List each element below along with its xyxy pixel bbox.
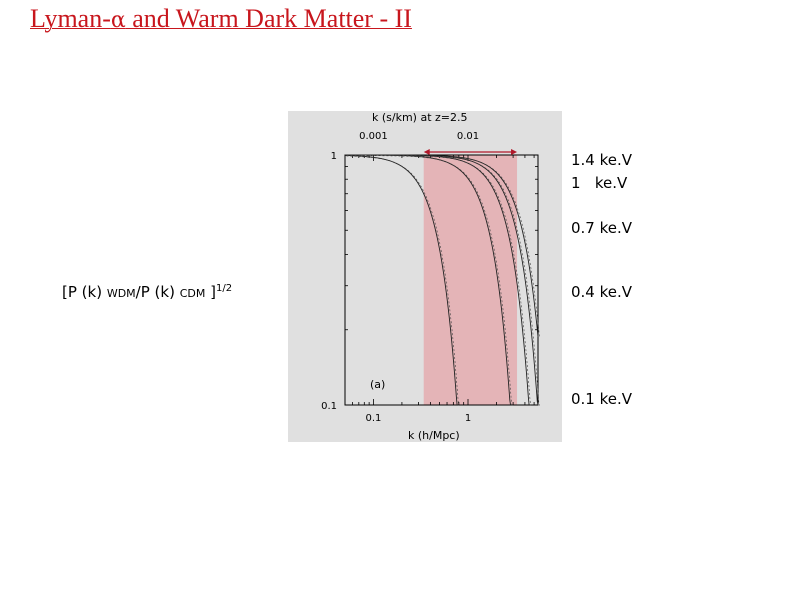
ylab-exponent: 1/2	[215, 283, 233, 294]
slide-title: Lyman-α and Warm Dark Matter - II	[30, 4, 412, 34]
mass-label-0-1kev: 0.1 ke.V	[571, 390, 633, 408]
mass-label-1kev: 1 ke.V	[571, 174, 628, 192]
top-axis-title: k (s/km) at z=2.5	[372, 111, 468, 124]
curve-series-2-alt	[346, 155, 531, 406]
bottom-tick-label: 1	[465, 413, 471, 424]
wdm-power-ratio-chart: 0.1 1 0.001 0.01 1 0.1 k (s/km) at z=2.5 k (h…	[288, 111, 562, 442]
ylab-wdm: WDM	[106, 287, 136, 300]
top-tick-label: 0.01	[457, 131, 479, 142]
title-suffix: and Warm Dark Matter - II	[125, 4, 412, 33]
curve-series-1-alt	[346, 155, 513, 406]
bottom-axis-title: k (h/Mpc)	[408, 429, 460, 442]
y-axis-label: [P (k) WDM/P (k) CDM ]1/2	[62, 283, 232, 301]
y-tick-label: 1	[331, 151, 337, 162]
ylab-mid: /P (k)	[135, 283, 180, 301]
mass-label-1-4kev: 1.4 ke.V	[571, 151, 633, 169]
title-alpha: α	[110, 8, 126, 33]
mass-label-0-4kev: 0.4 ke.V	[571, 283, 633, 301]
ylab-cdm: CDM	[179, 287, 206, 300]
arrow-head-right	[511, 149, 518, 155]
arrow-head-left	[423, 149, 430, 155]
title-prefix: Lyman-	[30, 4, 111, 33]
mass-label-0-7kev: 0.7 ke.V	[571, 219, 633, 237]
lyman-alpha-shaded-band	[423, 155, 518, 405]
panel-label: (a)	[370, 378, 385, 391]
curve-series-4	[345, 154, 539, 337]
ylab-close: ]	[205, 283, 216, 301]
y-tick-label: 0.1	[321, 401, 337, 412]
curve-series-0-alt	[346, 155, 459, 406]
curve-series-4-alt	[346, 155, 540, 338]
plot-frame	[344, 154, 539, 406]
top-tick-label: 0.001	[359, 131, 388, 142]
bottom-tick-label: 0.1	[366, 413, 382, 424]
ylab-open: [P (k)	[62, 283, 107, 301]
